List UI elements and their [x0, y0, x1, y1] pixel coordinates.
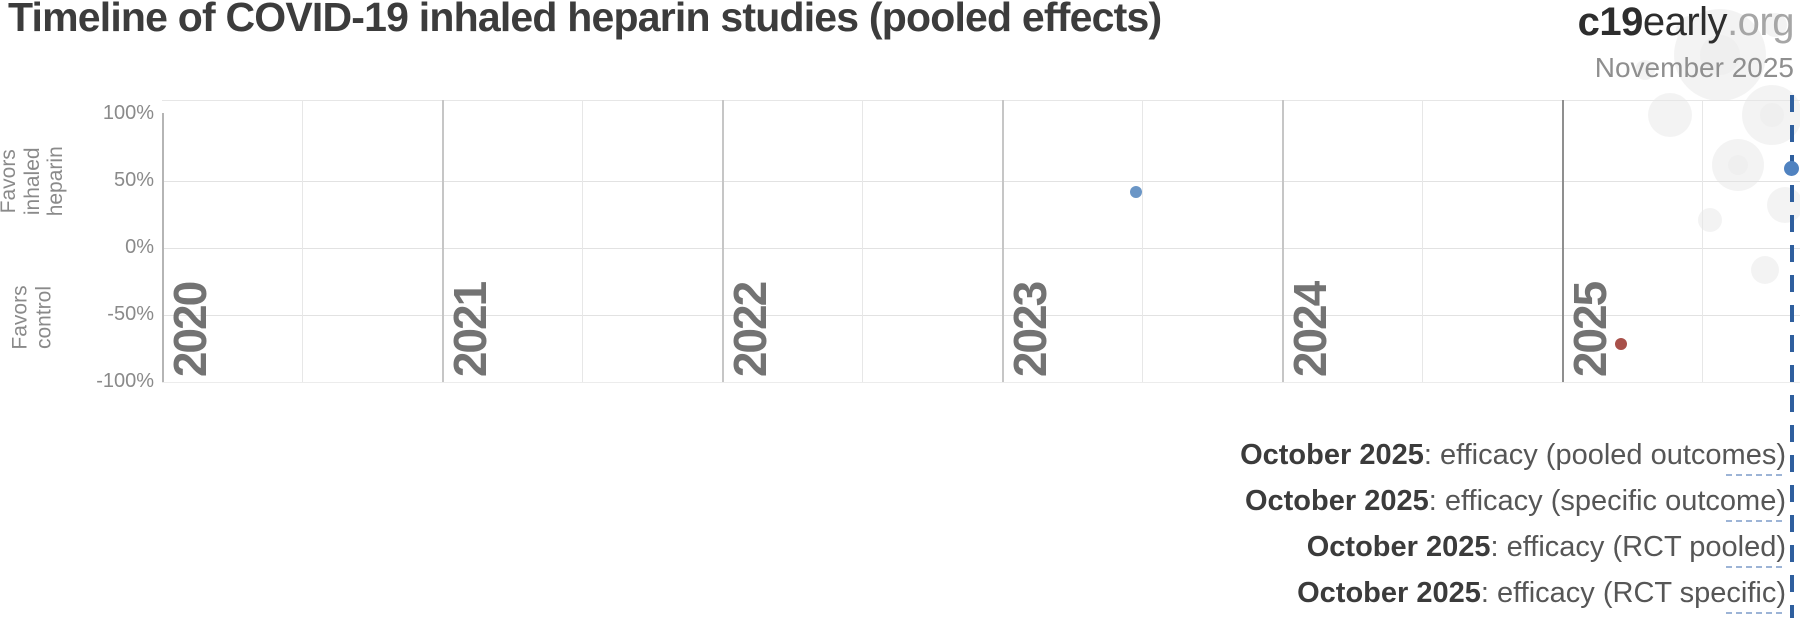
y-axis-line: [162, 113, 164, 382]
y-tick-label: -50%: [107, 303, 154, 325]
data-point[interactable]: [1130, 185, 1143, 198]
year-label-text: 2023: [1004, 282, 1056, 378]
data-point[interactable]: [1784, 161, 1800, 177]
minor-gridline: [1422, 100, 1423, 382]
annotation-line[interactable]: October 2025: efficacy (RCT specific): [1240, 570, 1786, 616]
annotation-underline: [1726, 474, 1782, 476]
y-tick-label: 0%: [125, 236, 154, 258]
annotation-date: October 2025: [1297, 577, 1481, 609]
plot-edge-line: [162, 100, 1800, 101]
annotation-list: October 2025: efficacy (pooled outcomes)…: [1240, 432, 1786, 616]
year-label: 2021: [444, 274, 496, 386]
annotation-line[interactable]: October 2025: efficacy (RCT pooled): [1240, 524, 1786, 570]
y-tick-label: -100%: [96, 370, 154, 392]
annotation-text: : efficacy (RCT specific): [1480, 577, 1786, 609]
year-label: 2022: [724, 274, 776, 386]
annotation-underline: [1726, 612, 1782, 614]
minor-gridline: [582, 100, 583, 382]
minor-gridline: [302, 100, 303, 382]
annotation-date: October 2025: [1240, 439, 1424, 471]
current-date-line: [1789, 95, 1794, 618]
y-tick-label: 100%: [102, 102, 154, 124]
year-gridline: [722, 100, 724, 382]
minor-gridline: [1142, 100, 1143, 382]
year-label-text: 2022: [724, 282, 776, 378]
annotation-text: : efficacy (RCT pooled): [1490, 531, 1787, 563]
annotation-date: October 2025: [1306, 531, 1491, 563]
annotation-underline: [1726, 520, 1782, 522]
minor-gridline: [862, 100, 863, 382]
year-label: 2023: [1004, 274, 1056, 386]
annotation-line[interactable]: October 2025: efficacy (specific outcome…: [1240, 478, 1786, 524]
minor-gridline: [1702, 100, 1703, 382]
year-label: 2024: [1284, 274, 1336, 386]
brand-tld: .org: [1727, 0, 1794, 44]
as-of-date: November 2025: [1594, 52, 1794, 83]
annotation-text: : efficacy (pooled outcomes): [1423, 439, 1786, 471]
annotation-line[interactable]: October 2025: efficacy (pooled outcomes): [1240, 432, 1786, 478]
annotation-text: : efficacy (specific outcome): [1428, 485, 1786, 517]
year-label-text: 2025: [1564, 282, 1616, 378]
annotation-underline: [1726, 566, 1782, 568]
y-tick-label: 50%: [113, 169, 154, 191]
brand-bold: c19: [1577, 0, 1644, 44]
chart-title: Timeline of COVID-19 inhaled heparin stu…: [8, 0, 1162, 40]
year-label: 2020: [164, 274, 216, 386]
horizontal-gridline: [162, 181, 1800, 182]
annotation-date: October 2025: [1244, 485, 1429, 517]
data-point[interactable]: [1614, 338, 1627, 351]
year-label: 2025: [1564, 274, 1616, 386]
horizontal-gridline: [162, 315, 1800, 316]
year-gridline: [1002, 100, 1004, 382]
year-label-text: 2024: [1284, 282, 1336, 378]
year-gridline: [442, 100, 444, 382]
year-gridline: [1562, 100, 1564, 382]
year-label-text: 2020: [164, 282, 216, 378]
plot-edge-line: [162, 382, 1800, 383]
brand-name: early: [1642, 0, 1728, 44]
year-label-text: 2021: [444, 282, 496, 378]
brand-logo[interactable]: c19early.org: [1577, 0, 1795, 45]
horizontal-gridline: [162, 248, 1800, 249]
year-gridline: [1282, 100, 1284, 382]
